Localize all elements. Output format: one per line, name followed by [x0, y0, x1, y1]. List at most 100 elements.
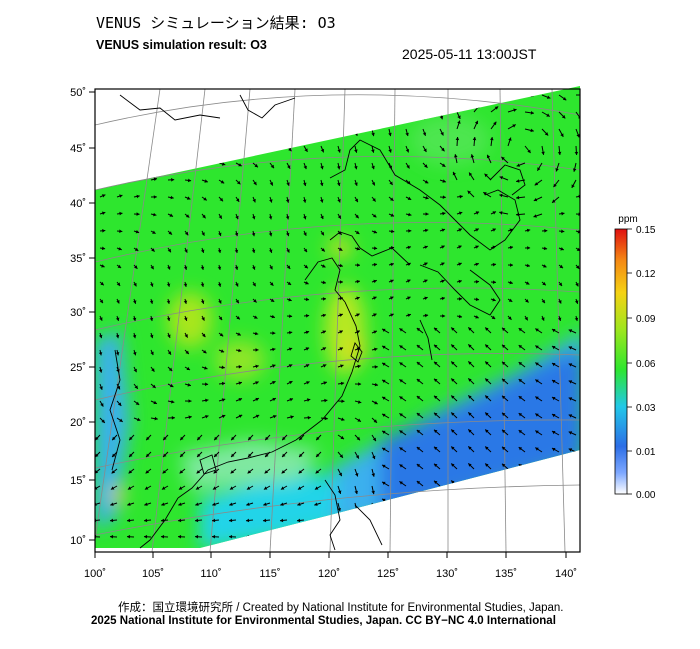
wind-arrow-head	[492, 280, 496, 284]
wind-arrow-head	[137, 417, 141, 422]
wind-arrow-head	[408, 212, 412, 217]
wind-arrow-head	[458, 314, 462, 319]
wind-arrow-head	[212, 518, 216, 523]
wind-arrow-head	[255, 381, 259, 385]
wind-arrow-head	[557, 317, 562, 321]
wind-arrow-head	[288, 364, 293, 368]
wind-arrow-head	[321, 248, 325, 252]
wind-arrow-head	[499, 193, 503, 198]
wind-arrow-head	[98, 334, 103, 339]
wind-arrow-head	[372, 437, 376, 442]
wind-arrow-head	[213, 470, 218, 474]
credit-line: 作成：国立環境研究所 / Created by National Institu…	[118, 602, 564, 614]
wind-arrow-head	[468, 429, 472, 433]
wind-arrow-head	[485, 412, 489, 416]
wind-arrow-head	[115, 352, 120, 356]
wind-arrow-head	[499, 211, 503, 215]
wind-arrow-head	[399, 328, 403, 332]
wind-arrow-head	[373, 214, 377, 218]
wind-arrow-head	[425, 196, 429, 200]
wind-arrow-head	[425, 212, 429, 216]
wind-arrow-head	[467, 190, 471, 195]
wind-arrow-head	[518, 430, 523, 434]
colorbar: ppm 0.15 0.12 0.09 0.06 0.03 0.01 0.00	[614, 214, 656, 501]
wind-arrow-head	[269, 199, 273, 203]
wind-arrow	[95, 502, 101, 506]
wind-arrow-head	[382, 379, 386, 383]
wind-arrow-head	[355, 230, 360, 234]
wind-arrow-head	[229, 534, 233, 539]
wind-arrow-head	[390, 313, 394, 317]
wind-arrow-head	[574, 151, 579, 155]
wind-arrow-head	[263, 502, 267, 506]
wind-arrow-head	[297, 518, 301, 523]
wind-arrow-head	[382, 481, 386, 485]
wind-arrow-head	[541, 317, 545, 321]
wind-arrow-head	[251, 232, 256, 237]
wind-arrow-head	[485, 327, 489, 331]
wind-arrow-head	[110, 534, 114, 539]
wind-arrow-head	[534, 182, 539, 186]
wind-arrow-head	[129, 453, 133, 457]
wind-arrow-head	[568, 448, 573, 452]
wind-arrow-head	[458, 297, 462, 301]
wind-arrow-head	[337, 508, 341, 512]
wind-arrow-head	[150, 351, 154, 356]
wind-arrow-head	[382, 362, 386, 366]
wind-arrow-head	[286, 249, 290, 253]
wind-arrow-head	[248, 453, 252, 457]
wind-arrow-head	[234, 249, 239, 253]
wind-arrow-head	[217, 266, 222, 270]
wind-arrow-head	[110, 518, 114, 523]
colorbar-tick: 0.12	[636, 269, 656, 280]
wind-arrow-head	[491, 315, 496, 319]
wind-arrow-head	[263, 518, 267, 523]
wind-arrow-head	[535, 362, 539, 366]
wind-arrow-head	[357, 263, 360, 267]
wind-arrow-head	[119, 194, 123, 198]
wind-arrow-head	[149, 317, 154, 321]
wind-arrow-head	[151, 248, 155, 252]
wind-arrow-head	[561, 229, 565, 234]
wind-arrow-head	[112, 436, 116, 441]
wind-arrow-head	[324, 398, 328, 403]
lat-label: 45˚	[70, 143, 86, 155]
wind-arrow-head	[485, 361, 489, 365]
wind-arrow-head	[371, 132, 375, 137]
wind-arrow-head	[314, 502, 318, 506]
lon-label: 115˚	[259, 568, 280, 580]
wind-arrow-head	[407, 279, 411, 283]
wind-arrow-head	[303, 248, 307, 253]
wind-arrow-head	[202, 333, 206, 338]
wind-arrow-head	[289, 381, 293, 385]
wind-arrow-head	[552, 431, 556, 435]
wind-arrow-head	[575, 265, 580, 269]
wind-arrow-head	[356, 313, 360, 317]
wind-arrow-head	[434, 378, 438, 382]
wind-arrow-head	[518, 379, 523, 383]
wind-arrow-head	[405, 132, 409, 136]
wind-arrow-head	[337, 166, 341, 170]
wind-arrow-head	[323, 381, 327, 385]
wind-arrow-head	[134, 247, 139, 251]
wind-arrow-head	[451, 395, 455, 399]
wind-arrow-head	[297, 502, 301, 506]
lon-label: 110˚	[200, 568, 221, 580]
wind-arrow-head	[357, 418, 361, 422]
wind-arrow-head	[568, 329, 573, 333]
wind-arrow-head	[568, 414, 573, 418]
wind-arrow-head	[416, 362, 421, 366]
wind-arrow-head	[374, 347, 378, 352]
wind-arrow-head	[302, 199, 307, 203]
wind-arrow-head	[187, 383, 191, 387]
wind-arrow-head	[154, 416, 158, 421]
wind-arrow-head	[374, 401, 378, 405]
wind-arrow-head	[322, 280, 326, 285]
wind-arrow-head	[212, 486, 217, 490]
wind-arrow-head	[391, 229, 395, 234]
wind-arrow-head	[574, 300, 579, 304]
wind-arrow-head	[101, 194, 106, 198]
wind-arrow-head	[391, 246, 395, 250]
wind-arrow-head	[100, 281, 104, 286]
wind-arrow-head	[171, 178, 175, 182]
